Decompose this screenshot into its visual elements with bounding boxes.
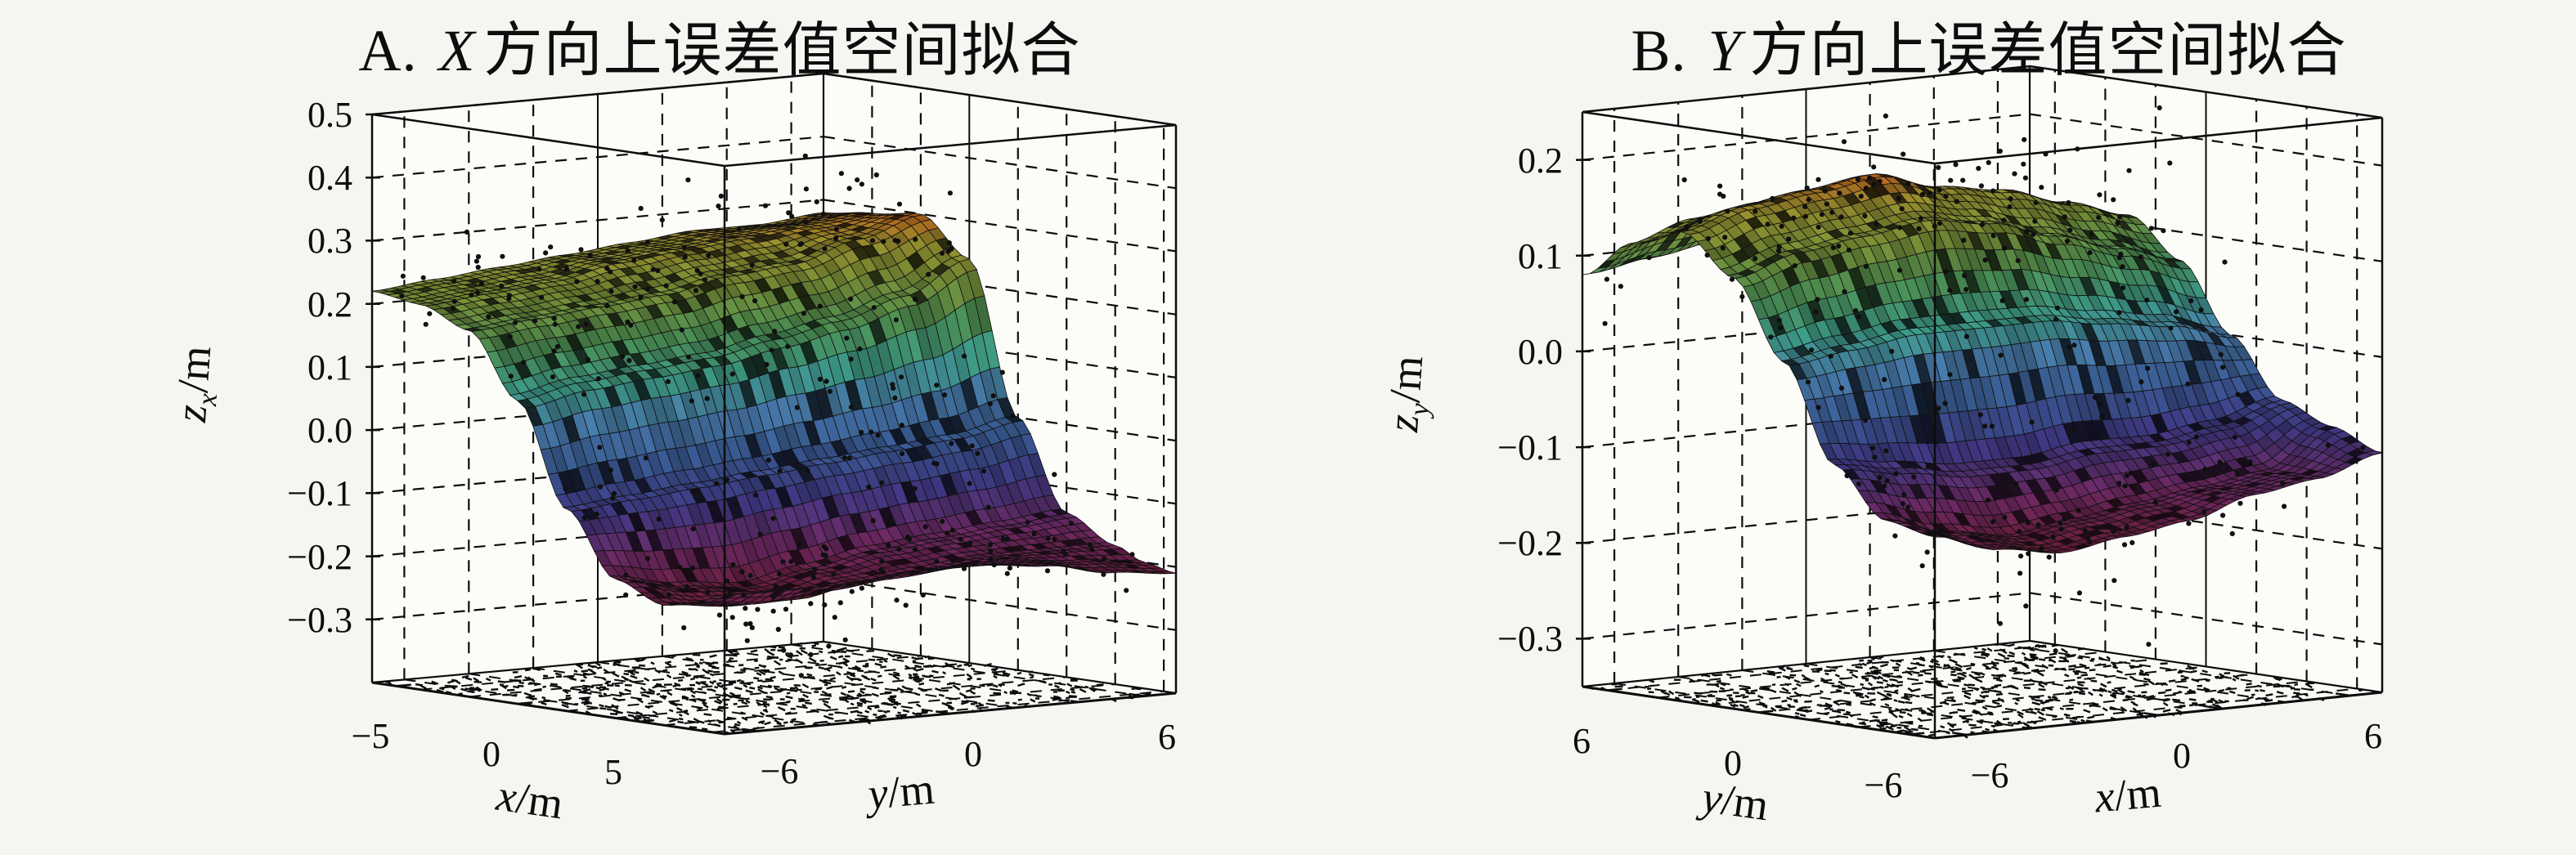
panel-b-x-axis-label: x/m bbox=[2093, 767, 2163, 823]
panel-a-title: A. X 方向上误差值空间拟合 bbox=[359, 2, 1081, 87]
y-unit: /m bbox=[1718, 774, 1772, 830]
z-tick-label: 0.0 bbox=[307, 410, 352, 450]
scatter-points bbox=[399, 153, 1135, 678]
z-tick-label: 0.4 bbox=[307, 158, 352, 198]
panel-a-y-axis-label: y/m bbox=[866, 763, 936, 820]
z-tick-label: 0.1 bbox=[307, 347, 352, 387]
z-subscript: y bbox=[1404, 402, 1436, 417]
surface-mesh bbox=[1582, 173, 2384, 554]
z-tick-label: −0.1 bbox=[287, 473, 352, 513]
panel-b-index: B. bbox=[1631, 18, 1687, 83]
z-tick-label: 0.3 bbox=[307, 221, 352, 261]
x-unit: /m bbox=[2112, 767, 2163, 821]
bottom-left-tick-label: 5 bbox=[604, 752, 622, 792]
bottom-left-tick-label: −6 bbox=[1865, 765, 1903, 805]
z-tick-label: 0.2 bbox=[307, 284, 352, 325]
bottom-right-tick-label: −6 bbox=[761, 751, 799, 791]
panel-plot: 0.2 0.1 0.0 −0.1 −0.2 −0.3 6 0 −6 −6 0 6 bbox=[1497, 65, 2384, 805]
panel-b-title: B. Y 方向上误差值空间拟合 bbox=[1631, 2, 2346, 87]
z-tick-label: −0.2 bbox=[287, 537, 352, 577]
bottom-right-tick-label: 6 bbox=[1158, 717, 1176, 757]
panel-b-title-text: 方向上误差值空间拟合 bbox=[1749, 18, 2347, 83]
panel-a-x-axis-label: x/m bbox=[494, 770, 567, 830]
panel-a-title-variable: X bbox=[438, 18, 476, 83]
panel-a-index: A. bbox=[358, 18, 418, 83]
panel-a-z-axis-label: zx/m bbox=[165, 344, 227, 424]
bottom-left-tick-label: 0 bbox=[1724, 743, 1742, 783]
y-unit: /m bbox=[885, 763, 936, 817]
scatter-points bbox=[1602, 105, 2366, 654]
bottom-left-tick-label: 6 bbox=[1573, 721, 1591, 761]
z-tick-label: 0.2 bbox=[1518, 141, 1563, 181]
bottom-left-tick-label: −5 bbox=[352, 716, 390, 756]
z-tick-label: −0.3 bbox=[1497, 619, 1563, 659]
bottom-right-tick-label: 0 bbox=[2173, 736, 2191, 776]
bottom-left-tick-label: 0 bbox=[482, 734, 500, 774]
surface-mesh bbox=[371, 212, 1177, 607]
z-tick-label: −0.2 bbox=[1497, 523, 1563, 563]
panel-b-y-axis-label: y/m bbox=[1699, 772, 1772, 831]
z-variable: z bbox=[165, 403, 217, 424]
z-tick-label: 0.1 bbox=[1518, 236, 1563, 276]
bottom-right-tick-label: 6 bbox=[2364, 716, 2382, 756]
bottom-right-tick-label: 0 bbox=[964, 734, 982, 774]
z-tick-label: 0.0 bbox=[1518, 332, 1563, 372]
z-subscript: x bbox=[192, 392, 224, 407]
z-tick-label: 0.5 bbox=[307, 95, 352, 135]
z-unit: /m bbox=[1380, 354, 1433, 405]
panel-a-title-text: 方向上误差值空间拟合 bbox=[483, 18, 1081, 83]
x-unit: /m bbox=[513, 772, 567, 829]
z-unit: /m bbox=[168, 344, 221, 395]
panel-plot: 0.5 0.4 0.3 0.2 0.1 0.0 −0.1 −0.2 −0.3 −5 0 5 −6 0 6 bbox=[287, 72, 1178, 792]
panel-b-title-variable: Y bbox=[1708, 18, 1742, 83]
bottom-right-tick-label: −6 bbox=[1971, 755, 2009, 795]
z-tick-label: −0.3 bbox=[287, 600, 352, 640]
z-tick-label: −0.1 bbox=[1497, 428, 1563, 468]
panel-b-z-axis-label: zy/m bbox=[1377, 354, 1439, 434]
z-variable: z bbox=[1377, 413, 1429, 434]
